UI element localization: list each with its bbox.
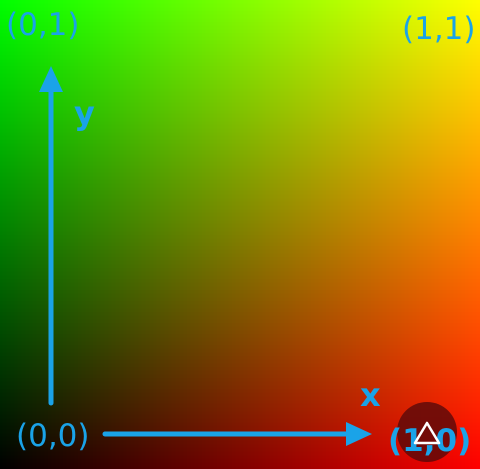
cursor-badge [397, 402, 457, 462]
bottom-right-label: (1,0) [388, 423, 472, 459]
y-axis-arrow [39, 66, 63, 406]
top-left-label: (0,1) [6, 7, 80, 43]
top-right-label: (1,1) [402, 11, 476, 47]
x-axis-arrow [102, 422, 372, 446]
origin-label: (0,0) [16, 418, 90, 454]
y-axis-label: y [74, 94, 95, 132]
cursor-triangle-icon [413, 421, 441, 445]
x-axis-label: x [360, 376, 381, 414]
